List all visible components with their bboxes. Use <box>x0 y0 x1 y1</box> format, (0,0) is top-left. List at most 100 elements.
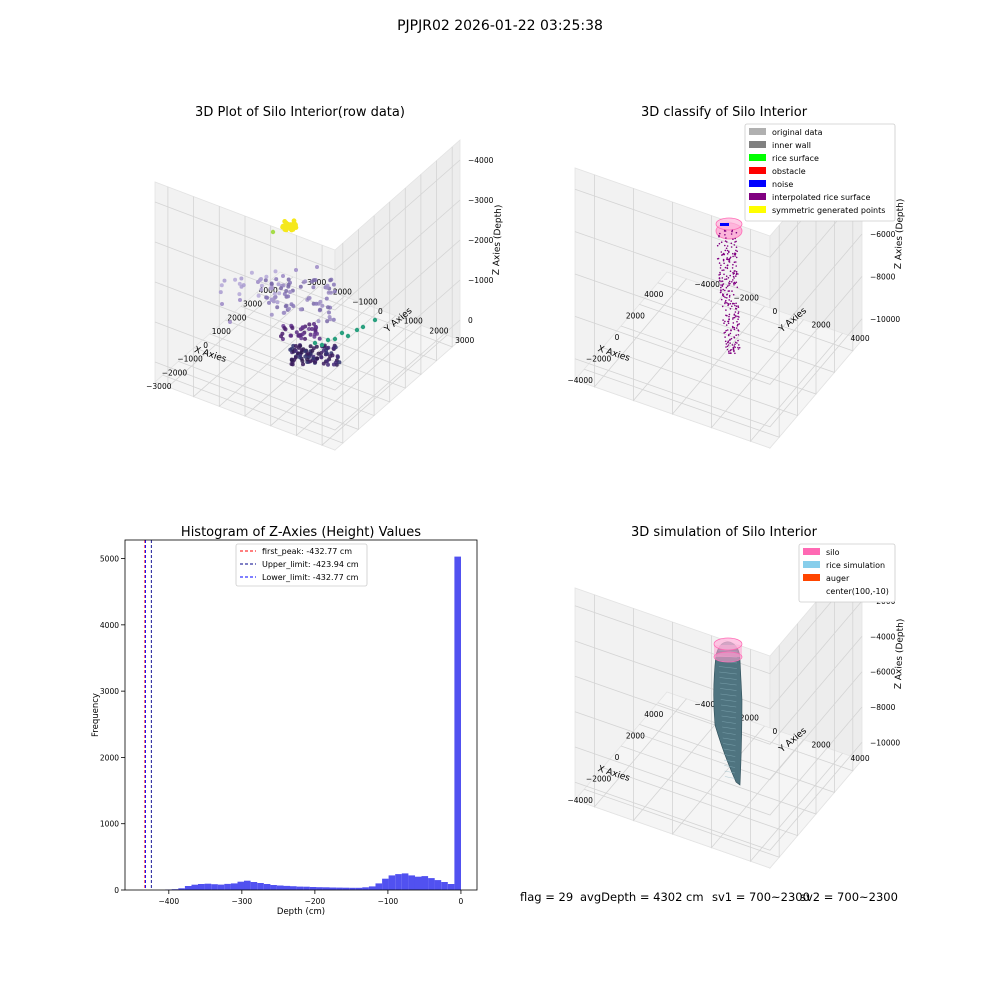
data-point <box>337 360 342 365</box>
data-point <box>733 328 736 331</box>
data-point <box>733 313 736 316</box>
x-gridline <box>639 160 835 373</box>
x-tick-label: −400 <box>159 897 180 906</box>
data-point <box>723 269 725 271</box>
legend-item-swatch <box>749 154 766 161</box>
data-point <box>735 275 737 277</box>
data-point <box>312 322 316 326</box>
histogram-bar <box>421 876 429 890</box>
data-point <box>220 302 224 306</box>
silo-ring <box>713 651 743 663</box>
surface-mesh-line <box>720 688 737 691</box>
legend-item-label: inner wall <box>772 141 811 150</box>
legend-item-swatch <box>803 548 820 555</box>
data-point <box>729 257 731 260</box>
y-tick-label: 0 <box>378 307 383 316</box>
data-point <box>282 219 288 224</box>
histogram-bar <box>290 886 297 890</box>
x-tick-label: −4000 <box>568 376 594 385</box>
data-point <box>732 275 735 278</box>
x-tick-label: 0 <box>203 341 208 350</box>
data-point <box>272 291 277 296</box>
data-point <box>737 334 740 336</box>
data-point <box>732 318 734 320</box>
data-point <box>734 311 737 313</box>
data-point <box>288 290 292 294</box>
data-point <box>732 322 735 324</box>
data-point <box>732 293 735 296</box>
histogram-bar <box>336 887 343 890</box>
y-tick-label: 5000 <box>100 555 119 564</box>
data-point <box>733 261 736 264</box>
histogram-bar <box>329 887 337 890</box>
y-gridline <box>270 225 396 427</box>
y-tick-label: −2000 <box>327 288 353 297</box>
data-point <box>733 336 736 339</box>
data-point <box>228 320 232 324</box>
x-tick-label: −3000 <box>146 382 172 391</box>
data-point <box>724 230 727 232</box>
simulation-3d-plot: −4000−2000020004000−4000−20000200040000−… <box>568 525 906 870</box>
data-point <box>729 274 731 277</box>
data-point <box>737 273 739 275</box>
data-point <box>729 282 731 285</box>
data-point <box>286 294 291 299</box>
data-point <box>726 348 729 351</box>
x-gridline <box>272 146 453 348</box>
data-point <box>734 304 736 307</box>
data-point <box>729 339 731 341</box>
legend-item-swatch <box>749 206 766 213</box>
x-gridline <box>620 602 817 815</box>
data-point <box>735 265 737 267</box>
data-point <box>734 352 736 355</box>
data-point <box>280 331 285 336</box>
classify-3d-plot: −4000−2000020004000−4000−2000020004000−2… <box>568 105 906 450</box>
y-gridline <box>711 635 804 849</box>
data-point <box>732 317 734 319</box>
data-point <box>291 304 296 308</box>
y-tick-label: 2000 <box>429 326 448 335</box>
histogram-bar <box>362 887 369 890</box>
x-tick-label: 4000 <box>644 290 663 299</box>
legend-item-label: obstacle <box>772 167 806 176</box>
data-point <box>729 332 732 335</box>
data-point <box>293 222 298 228</box>
histogram-bar <box>191 884 199 890</box>
data-point <box>726 257 728 259</box>
data-point <box>720 264 722 267</box>
data-point <box>326 362 330 367</box>
data-point <box>734 343 736 346</box>
data-point <box>737 318 739 321</box>
data-point <box>270 229 276 235</box>
y-gridline <box>633 608 726 822</box>
data-point <box>735 256 738 259</box>
x-tick-label: −100 <box>378 897 399 906</box>
data-point <box>319 355 324 360</box>
data-point <box>275 300 280 305</box>
data-point <box>269 281 274 286</box>
x-gridline <box>178 229 359 430</box>
x-gridline <box>584 645 780 858</box>
data-point <box>308 344 313 349</box>
histogram-bar <box>204 883 212 890</box>
data-point <box>725 286 728 289</box>
data-point <box>729 352 731 355</box>
data-point <box>724 289 726 292</box>
data-point <box>738 323 740 325</box>
y-tick-label: 0 <box>773 727 778 736</box>
data-point <box>721 269 723 272</box>
x-tick-label: 0 <box>615 333 620 342</box>
surface-mesh-line <box>719 682 737 686</box>
data-point <box>735 307 737 310</box>
data-point <box>339 330 345 336</box>
x-tick-label: 3000 <box>243 300 262 309</box>
data-point <box>335 354 340 359</box>
avg-depth-readout: avgDepth = 4302 cm <box>580 890 704 904</box>
data-point <box>727 340 730 343</box>
y-tick-label: −4000 <box>695 700 721 709</box>
data-point <box>296 345 301 350</box>
data-point <box>728 333 730 336</box>
data-point <box>726 258 728 261</box>
histogram-bar <box>276 885 284 890</box>
data-point <box>732 263 734 266</box>
